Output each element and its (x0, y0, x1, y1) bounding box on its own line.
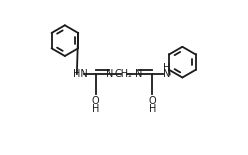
Text: HN: HN (73, 69, 88, 79)
Text: N: N (135, 69, 142, 79)
Text: N: N (106, 69, 113, 79)
Text: O: O (92, 96, 99, 106)
Text: N: N (162, 69, 170, 79)
Text: H: H (149, 104, 156, 114)
Text: CH₂: CH₂ (115, 69, 133, 79)
Text: H: H (162, 62, 170, 73)
Text: H: H (92, 104, 99, 114)
Text: O: O (149, 96, 156, 106)
